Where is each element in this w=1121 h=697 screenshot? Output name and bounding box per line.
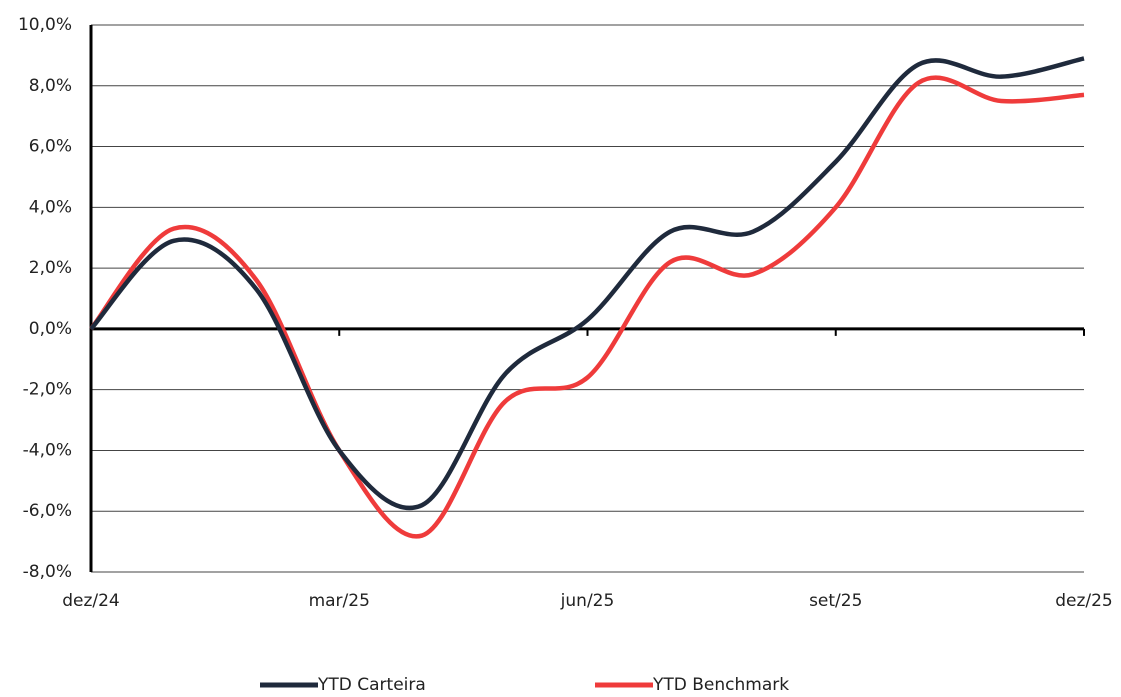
y-tick-label: -2,0% (23, 380, 72, 400)
x-tick-label: dez/25 (1055, 591, 1113, 611)
x-tick-label: set/25 (809, 591, 862, 611)
legend-label: YTD Benchmark (652, 675, 789, 693)
y-tick-label: 6,0% (29, 137, 72, 157)
y-tick-label: 4,0% (29, 197, 72, 217)
legend-label: YTD Carteira (317, 675, 426, 693)
series-line (89, 75, 1085, 539)
y-tick-label: -8,0% (23, 562, 72, 582)
y-tick-label: 2,0% (29, 258, 72, 278)
y-tick-label: -6,0% (23, 501, 72, 521)
x-tick-label: jun/25 (560, 591, 615, 611)
x-tick-label: dez/24 (62, 591, 120, 611)
y-tick-label: 10,0% (18, 15, 72, 35)
y-tick-label: -4,0% (23, 440, 72, 460)
series-line (89, 56, 1085, 511)
y-tick-label: 8,0% (29, 76, 72, 96)
x-tick-label: mar/25 (309, 591, 370, 611)
y-tick-label: 0,0% (29, 319, 72, 339)
